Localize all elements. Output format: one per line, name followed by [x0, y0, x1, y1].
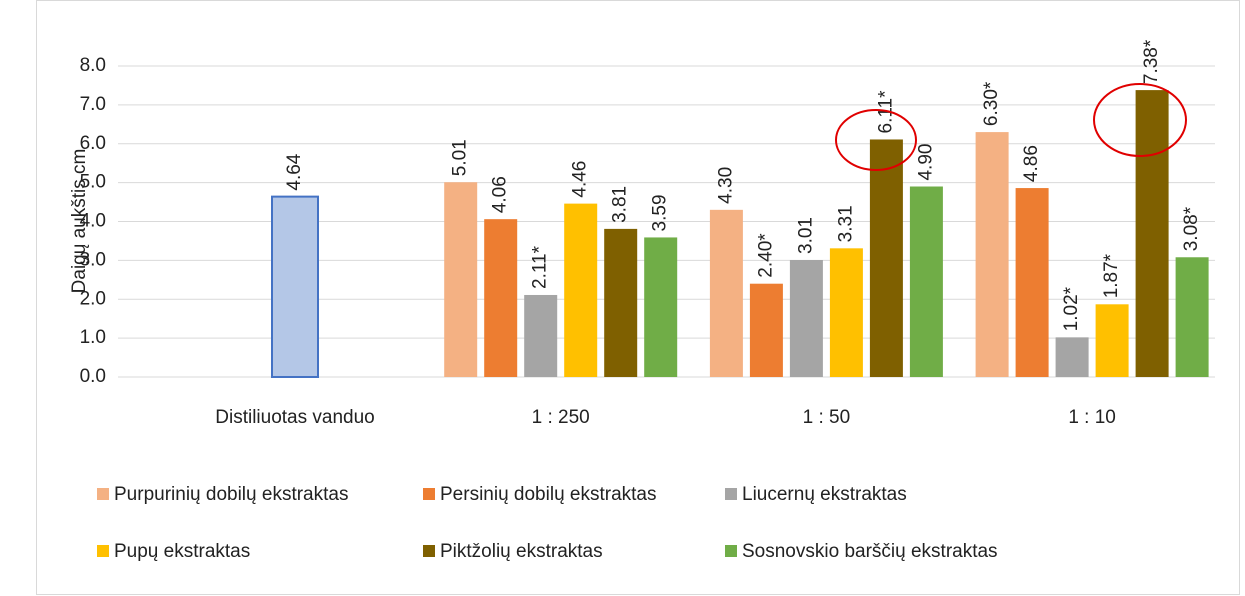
data-label: 4.46	[570, 161, 591, 198]
y-tick-label: 3.0	[80, 249, 106, 270]
y-tick-label: 5.0	[80, 172, 106, 193]
legend-label: Pupų ekstraktas	[114, 541, 250, 562]
bar	[709, 209, 743, 377]
highlight-circle	[835, 109, 917, 171]
bar	[1095, 304, 1129, 377]
legend-label: Sosnovskio barščių ekstraktas	[742, 541, 998, 562]
data-label: 1.02*	[1061, 286, 1082, 331]
bar	[829, 248, 863, 377]
bar	[1015, 188, 1049, 377]
data-label: 3.31	[835, 205, 856, 242]
y-tick-label: 0.0	[80, 366, 106, 387]
legend-label: Purpurinių dobilų ekstraktas	[114, 484, 348, 505]
legend-label: Piktžolių ekstraktas	[440, 541, 603, 562]
bar	[869, 139, 903, 377]
legend-swatch	[97, 488, 109, 500]
plot: 0.0 1.0 2.0 3.0 4.0 5.0 6.0 7.0 8.0 Distiliuotas …	[80, 39, 1215, 562]
data-label: 3.08*	[1181, 206, 1202, 251]
highlight-circle	[1093, 83, 1187, 157]
bar	[789, 259, 823, 377]
legend-swatch	[97, 545, 109, 557]
bar	[1135, 90, 1169, 377]
bar	[644, 237, 678, 377]
legend-swatch	[423, 488, 435, 500]
data-label: 3.81	[610, 186, 631, 223]
bar	[604, 228, 638, 377]
legend-swatch	[423, 545, 435, 557]
legend-label: Persinių dobilų ekstraktas	[440, 484, 657, 505]
data-label: 4.30	[715, 167, 736, 204]
bar	[909, 186, 943, 377]
bar	[524, 294, 558, 377]
x-tick-label: 1 : 50	[803, 407, 851, 428]
bar	[444, 182, 478, 377]
y-tick-label: 8.0	[80, 55, 106, 76]
y-tick-label: 4.0	[80, 211, 106, 232]
data-label: 2.40*	[755, 233, 776, 278]
data-label: 4.86	[1021, 145, 1042, 182]
data-label: 4.06	[490, 176, 511, 213]
y-tick-label: 2.0	[80, 288, 106, 309]
bar	[271, 195, 319, 378]
x-tick-label: 1 : 250	[532, 407, 590, 428]
y-axis-title: Daigų aukštis cm	[69, 149, 90, 294]
chart-border	[36, 0, 1240, 595]
x-tick-label: 1 : 10	[1068, 407, 1116, 428]
data-label: 3.01	[795, 217, 816, 254]
bar	[484, 219, 518, 377]
legend-swatch	[725, 545, 737, 557]
y-tick-label: 1.0	[80, 327, 106, 348]
bar	[564, 203, 598, 377]
data-label: 5.01	[450, 139, 471, 176]
data-label: 4.90	[915, 144, 936, 181]
data-label: 7.38*	[1141, 39, 1162, 84]
data-label: 1.87*	[1101, 253, 1122, 298]
bar	[1175, 257, 1209, 377]
data-label: 2.11*	[530, 245, 551, 289]
y-tick-label: 6.0	[80, 133, 106, 154]
bar	[1055, 337, 1089, 377]
bar	[975, 132, 1009, 377]
data-label: 6.30*	[981, 81, 1002, 126]
y-tick-label: 7.0	[80, 94, 106, 115]
data-label: 3.59	[650, 194, 671, 231]
legend-swatch	[725, 488, 737, 500]
data-label: 4.64	[284, 153, 305, 190]
x-tick-label: Distiliuotas vanduo	[215, 407, 374, 428]
legend-label: Liucernų ekstraktas	[742, 484, 907, 505]
bar	[749, 283, 783, 377]
